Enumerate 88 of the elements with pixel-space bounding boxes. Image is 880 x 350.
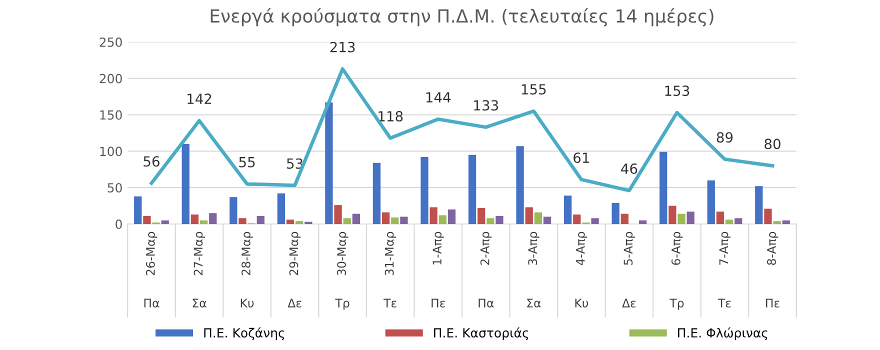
- data-label: 55: [239, 157, 255, 168]
- bar: [573, 214, 581, 224]
- data-label: 89: [716, 132, 733, 143]
- bar: [773, 221, 781, 224]
- data-label: 56: [144, 156, 160, 167]
- category-label: 8-Απρ Πε: [766, 232, 780, 308]
- y-tick-label: 200: [100, 74, 122, 84]
- bar: [564, 196, 572, 224]
- data-label: 142: [188, 94, 212, 104]
- category-label: 3-Απρ Σα: [527, 232, 541, 308]
- legend-label: Π.Ε. Κοζάνης: [204, 327, 284, 340]
- bar: [230, 197, 238, 224]
- category-label: 5-Απρ Δε: [622, 232, 636, 308]
- bar: [391, 217, 399, 224]
- y-tick-label: 0: [116, 219, 122, 229]
- bar: [325, 102, 333, 224]
- data-label: 155: [522, 84, 546, 95]
- chart-title: Ενεργά κρούσματα στην Π.Δ.Μ. (τελευταίες 14 ημέρες): [210, 8, 714, 26]
- bar: [430, 207, 438, 224]
- category-label: 1-Απρ Πε: [432, 232, 445, 308]
- bar: [400, 216, 408, 224]
- data-label: 80: [764, 138, 780, 150]
- bar: [334, 205, 342, 224]
- bar: [734, 218, 742, 224]
- category-label: 26-Μαρ Πα: [144, 232, 160, 308]
- bar: [352, 214, 360, 224]
- data-label: 118: [378, 111, 403, 122]
- bar: [707, 180, 715, 224]
- category-label: 6-Απρ Τρ: [670, 232, 684, 310]
- data-label: 46: [621, 163, 638, 174]
- data-label: 153: [665, 86, 690, 96]
- bar: [755, 186, 763, 224]
- category-label: 27-Μαρ Σα: [192, 232, 206, 308]
- category-label: 4-Απρ Κυ: [575, 232, 588, 308]
- data-label: 144: [426, 92, 451, 102]
- bar: [638, 220, 647, 224]
- data-label: 133: [474, 100, 498, 111]
- data-label: 213: [330, 42, 355, 52]
- bar: [161, 220, 169, 224]
- category-label: 2-Απρ Πα: [478, 232, 494, 308]
- bar: [143, 216, 151, 224]
- bar: [534, 212, 542, 224]
- y-tick-label: 100: [100, 146, 122, 156]
- bar: [725, 220, 734, 224]
- bar: [182, 144, 190, 224]
- bar: [591, 218, 599, 224]
- bar: [496, 216, 504, 224]
- bar: [660, 152, 668, 224]
- bar: [764, 208, 772, 224]
- bar: [190, 214, 199, 224]
- bar: [438, 215, 446, 224]
- bar: [612, 202, 620, 224]
- category-label: 30-Μαρ Τρ: [335, 232, 350, 310]
- bar: [468, 154, 476, 224]
- legend-label: Π.Ε. Φλώρινας: [678, 327, 768, 340]
- bar: [782, 220, 790, 224]
- y-tick-label: 150: [100, 110, 122, 120]
- bar: [716, 212, 724, 224]
- bar: [668, 206, 676, 224]
- bar: [296, 221, 304, 224]
- bar: [277, 193, 286, 224]
- bar: [343, 218, 351, 224]
- bar: [134, 196, 142, 224]
- legend-label: Π.Ε. Καστοριάς: [434, 327, 528, 340]
- bar: [286, 220, 294, 224]
- bar: [256, 216, 264, 224]
- bar: [620, 214, 628, 224]
- category-label: 29-Μαρ Δε: [288, 232, 302, 308]
- bar: [678, 214, 686, 224]
- bar: [478, 208, 486, 224]
- bar: [420, 157, 428, 224]
- bar: [448, 209, 456, 224]
- bar: [686, 212, 694, 224]
- bar: [486, 218, 494, 224]
- category-label: 7-Απρ Τε: [718, 232, 731, 308]
- bar: [516, 146, 524, 224]
- y-tick-label: 250: [100, 37, 122, 47]
- category-label: 28-Μαρ Κυ: [240, 232, 254, 308]
- bar: [525, 207, 533, 224]
- bar: [372, 162, 381, 224]
- bar: [238, 218, 246, 224]
- bar: [200, 220, 208, 224]
- bar: [382, 212, 390, 224]
- category-label: 31-Μαρ Τε: [384, 232, 396, 308]
- data-label: 61: [574, 152, 589, 164]
- bar: [543, 216, 552, 224]
- y-tick-label: 50: [108, 183, 122, 193]
- bar: [209, 213, 217, 224]
